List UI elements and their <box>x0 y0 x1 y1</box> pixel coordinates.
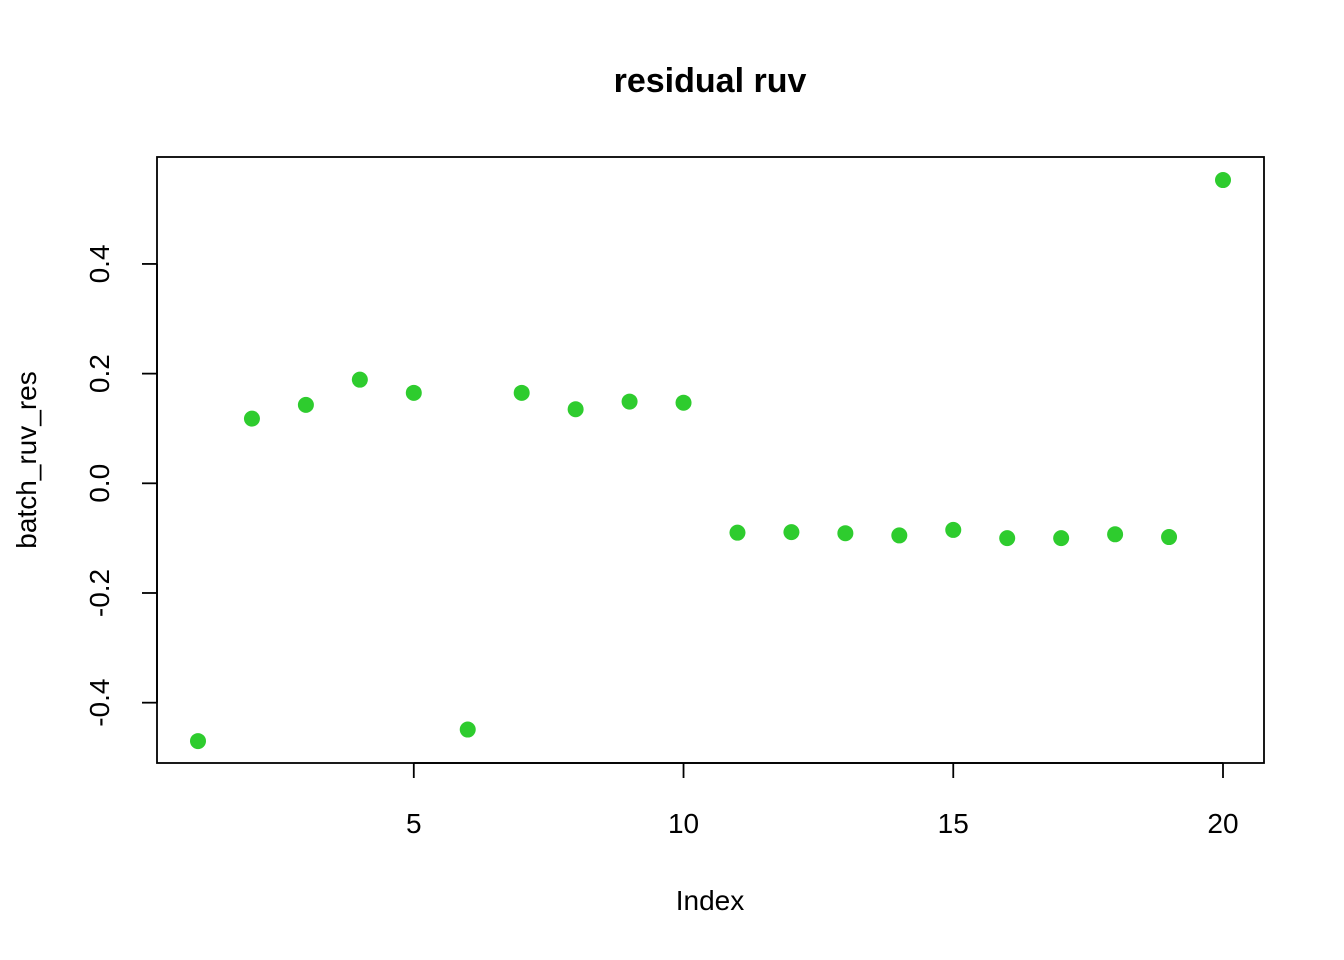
x-axis: 5 10 15 20 <box>406 762 1239 839</box>
data-point <box>1053 530 1070 547</box>
y-axis-label: batch_ruv_res <box>11 371 42 548</box>
data-point <box>945 521 962 538</box>
data-points <box>190 172 1231 750</box>
y-tick-label: 0.4 <box>84 244 115 283</box>
y-axis: -0.4 -0.2 0.0 0.2 0.4 <box>84 244 158 727</box>
data-point <box>190 733 206 750</box>
data-point <box>1215 172 1231 189</box>
chart-title: residual ruv <box>614 62 807 100</box>
data-point <box>1161 529 1178 546</box>
data-point <box>729 524 746 541</box>
data-point <box>297 396 314 413</box>
data-point <box>1107 526 1124 543</box>
data-point <box>621 393 638 410</box>
data-point <box>351 371 368 388</box>
data-point <box>783 524 800 541</box>
y-tick-label: 0.0 <box>84 464 115 503</box>
plot-frame <box>156 156 1265 764</box>
y-tick-label: -0.4 <box>84 679 115 727</box>
x-axis-label: Index <box>676 885 745 916</box>
x-tick-label: 20 <box>1207 808 1238 839</box>
x-tick-label: 10 <box>668 808 699 839</box>
x-tick-label: 15 <box>938 808 969 839</box>
data-point <box>567 401 584 418</box>
data-point <box>999 530 1016 547</box>
y-tick-label: -0.2 <box>84 569 115 617</box>
data-point <box>513 384 530 401</box>
data-point <box>837 525 854 542</box>
data-point <box>405 384 422 401</box>
data-point <box>891 527 908 544</box>
data-point <box>243 410 260 427</box>
y-tick-label: 0.2 <box>84 354 115 393</box>
data-point <box>675 394 692 411</box>
x-tick-label: 5 <box>406 808 422 839</box>
data-point <box>459 721 476 738</box>
